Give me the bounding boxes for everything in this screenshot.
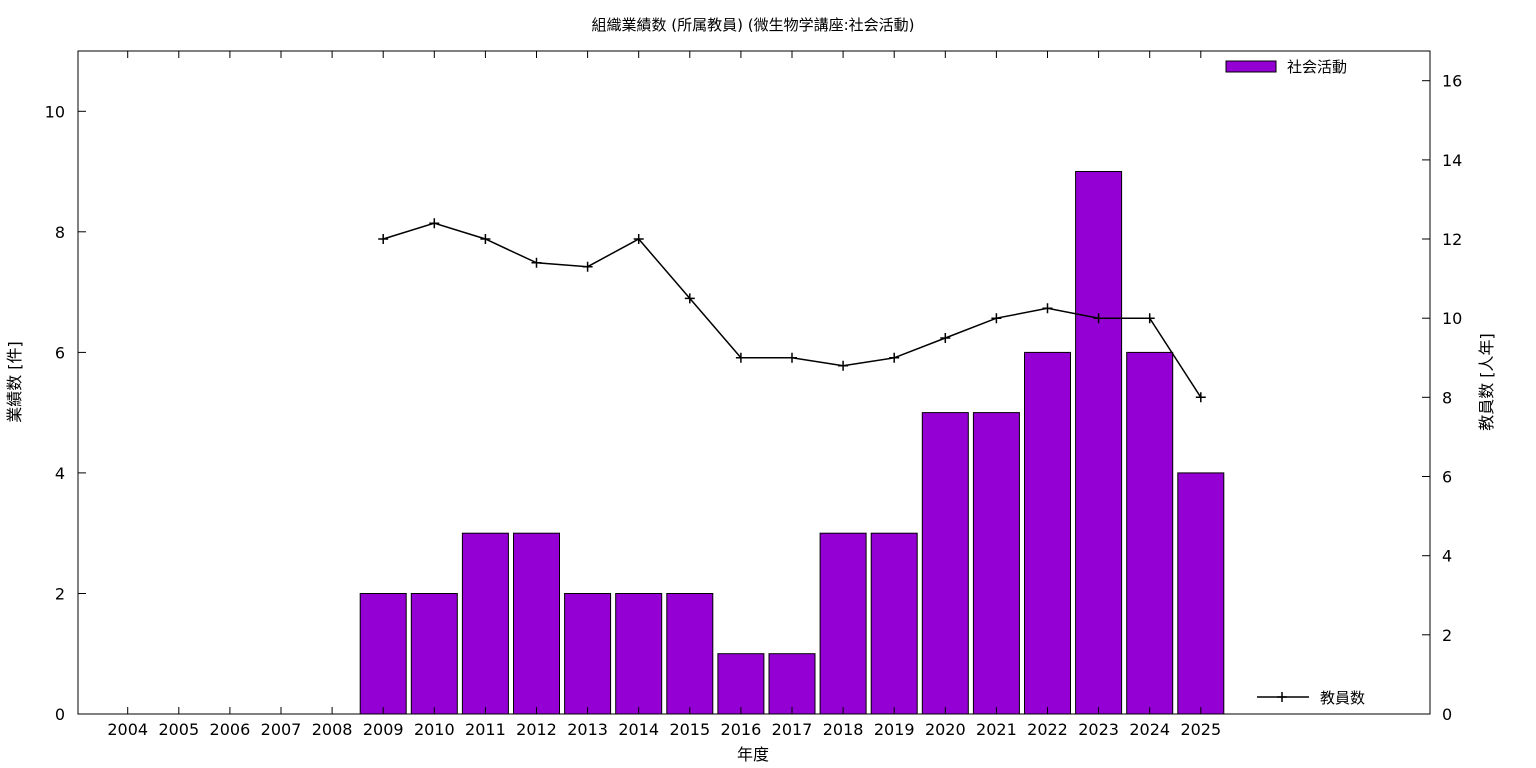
y2-tick-label-6: 6	[1442, 468, 1452, 487]
bar-2011	[461, 532, 509, 715]
bar-2017	[768, 653, 816, 715]
bar-2018	[819, 532, 867, 715]
bar-2010	[410, 593, 458, 715]
x-tick-label-2017: 2017	[772, 720, 813, 739]
bar-2025	[1177, 472, 1225, 715]
x-tick-label-2012: 2012	[516, 720, 557, 739]
legend-line-marker	[1277, 692, 1287, 702]
x-tick-label-2018: 2018	[823, 720, 864, 739]
x-tick-label-2024: 2024	[1129, 720, 1170, 739]
x-tick-label-2022: 2022	[1027, 720, 1068, 739]
x-tick-label-2014: 2014	[618, 720, 659, 739]
x-tick-label-2010: 2010	[414, 720, 455, 739]
legend-line-label: 教員数	[1320, 689, 1365, 707]
line-point-2023	[1093, 313, 1104, 324]
line-point-2014	[633, 234, 644, 244]
bar-2021	[972, 412, 1020, 715]
x-tick-label-2025: 2025	[1180, 720, 1221, 739]
x-tick-label-2019: 2019	[874, 720, 915, 739]
x-tick-label-2004: 2004	[107, 720, 148, 739]
x-tick-label-2011: 2011	[465, 720, 506, 739]
y-tick-label-10: 10	[45, 102, 65, 121]
y-axis-ticks: 0 2 4 6 8 10	[45, 102, 86, 724]
x-tick-label-2020: 2020	[925, 720, 966, 739]
y2-tick-label-12: 12	[1442, 230, 1462, 249]
bar-2022	[1024, 351, 1071, 715]
plot-frame	[77, 50, 1431, 715]
y2-tick-label-10: 10	[1442, 309, 1462, 328]
line-point-2025	[1195, 392, 1206, 403]
bar-2012	[513, 532, 560, 715]
line-point-2022	[1042, 303, 1053, 314]
line-series	[378, 218, 1206, 403]
x-tick-label-2007: 2007	[261, 720, 302, 739]
line-point-2024	[1144, 313, 1155, 324]
x-tick-label-2023: 2023	[1078, 720, 1119, 739]
legend-line: 教員数	[1257, 689, 1365, 707]
line-point-2011	[480, 234, 491, 244]
y2-tick-label-4: 4	[1442, 547, 1452, 566]
bar-2009	[359, 593, 407, 715]
y2-tick-label-14: 14	[1442, 151, 1462, 170]
line-point-2015	[684, 293, 695, 304]
line-point-2020	[940, 333, 951, 343]
y-tick-label-4: 4	[55, 464, 65, 483]
y2-tick-label-16: 16	[1442, 72, 1462, 91]
x-tick-label-2008: 2008	[312, 720, 353, 739]
y-tick-label-8: 8	[55, 223, 65, 242]
x-tick-label-2005: 2005	[158, 720, 199, 739]
bar-2019	[870, 532, 918, 715]
line-point-2021	[991, 313, 1002, 324]
y-tick-label-6: 6	[55, 343, 65, 362]
y-axis-label: 業績数 [件]	[5, 341, 24, 423]
bar-2016	[717, 653, 765, 715]
line-point-2017	[787, 352, 797, 363]
bar-2023	[1075, 171, 1123, 715]
x-tick-label-2009: 2009	[363, 720, 404, 739]
bar-2014	[615, 593, 663, 715]
y-tick-label-0: 0	[55, 705, 65, 724]
x-tick-label-2013: 2013	[567, 720, 608, 739]
x-axis-label: 年度	[737, 745, 769, 764]
x-axis-ticks: 2004 2005 2006 2007 2008 2009 2010 2011 2012 2013…	[107, 51, 1221, 739]
line-point-2013	[582, 261, 593, 272]
y2-tick-label-2: 2	[1442, 626, 1452, 645]
legend-bar-label: 社会活動	[1287, 58, 1347, 76]
legend-bars: 社会活動	[1225, 58, 1347, 76]
y2-axis-label: 教員数 [人年]	[1477, 333, 1496, 431]
line-point-2010	[429, 218, 440, 229]
y2-axis-ticks: 0 2 4 6 8 10 12 14 16	[1422, 72, 1462, 724]
line-point-2016	[735, 352, 746, 363]
legend-bar-swatch	[1225, 60, 1277, 73]
y2-tick-label-8: 8	[1442, 388, 1452, 407]
y-tick-label-2: 2	[55, 585, 65, 604]
line-point-2009	[378, 234, 389, 244]
line-point-2019	[889, 352, 900, 363]
bar-2020	[921, 412, 969, 715]
x-tick-label-2021: 2021	[976, 720, 1017, 739]
bar-2024	[1126, 351, 1174, 715]
chart-title: 組織業績数 (所属教員) (微生物学講座:社会活動)	[591, 16, 914, 34]
y2-tick-label-0: 0	[1442, 705, 1452, 724]
line-point-2012	[531, 257, 542, 268]
line-point-2018	[838, 360, 849, 371]
bar-2013	[564, 593, 612, 715]
x-tick-label-2016: 2016	[721, 720, 762, 739]
bar-2015	[666, 593, 714, 715]
x-tick-label-2015: 2015	[669, 720, 710, 739]
x-tick-label-2006: 2006	[210, 720, 251, 739]
bar-series	[359, 171, 1225, 715]
